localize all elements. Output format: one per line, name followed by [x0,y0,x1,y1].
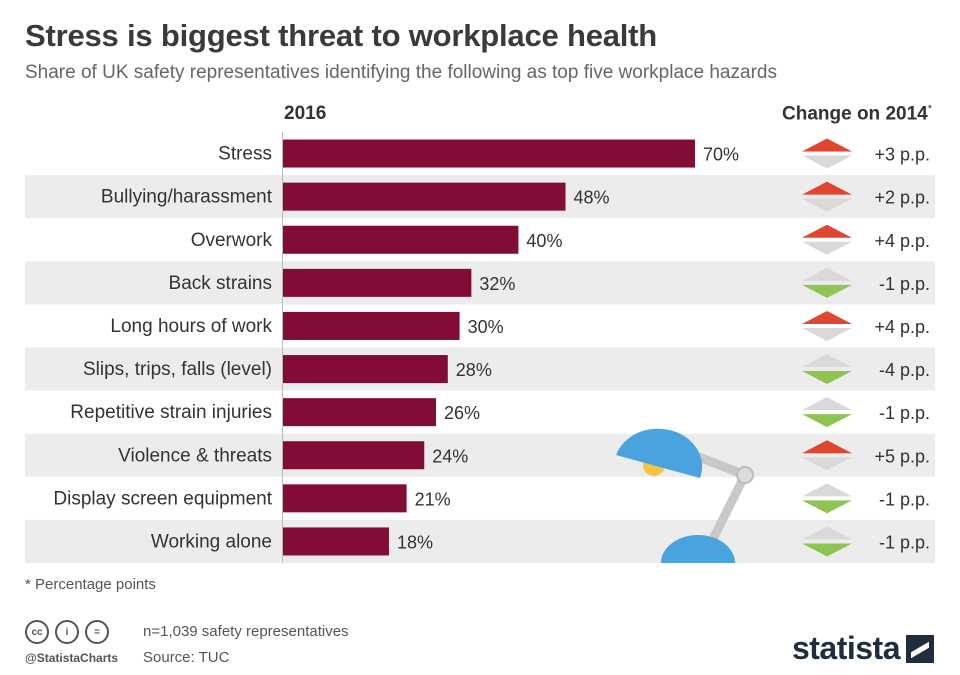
category-label: Repetitive strain injuries [70,402,272,423]
category-label: Stress [218,144,272,165]
change-up-arrow [802,526,852,540]
value-label: 32% [479,274,515,294]
change-down-arrow [802,198,852,212]
change-down-arrow [802,284,852,298]
attribution-icon: i [55,620,79,644]
change-up-arrow [802,483,852,497]
category-label: Overwork [191,230,273,251]
row-stripe [25,519,935,563]
category-label: Bullying/harassment [101,187,273,208]
sample-note: n=1,039 safety representatives [143,623,349,640]
year-header: 2016 [284,103,327,124]
change-down-arrow [802,327,852,341]
no-derivatives-icon: = [85,620,109,644]
bar [283,139,695,168]
category-label: Display screen equipment [53,488,272,509]
change-header-label: Change on 2014 [782,103,928,125]
row-stripe [25,433,935,477]
change-label: +3 p.p. [874,145,930,165]
change-label: +2 p.p. [874,188,930,208]
change-up-arrow [802,354,852,368]
bars: Stress 70% +3 p.p. Bullying/harassment 48% +2… [53,138,930,557]
bar [283,398,437,427]
change-label: +4 p.p. [874,317,930,337]
bar [283,484,407,513]
change-down-arrow [802,241,852,255]
row-stripes [25,175,935,563]
change-up-arrow [802,397,852,411]
change-up-arrow [802,138,852,152]
change-label: -1 p.p. [879,274,930,294]
change-down-arrow [802,371,852,385]
bar [283,355,448,384]
chart-title: Stress is biggest threat to workplace he… [25,18,658,53]
bar [283,268,472,297]
change-down-arrow [802,543,852,557]
value-label: 21% [415,489,451,509]
change-down-arrow [802,414,852,428]
change-up-arrow [802,440,852,454]
source: Source: TUC [143,649,230,666]
twitter-handle[interactable]: @StatistaCharts [25,651,119,665]
change-label: -1 p.p. [879,532,930,552]
row-stripe [25,347,935,391]
lamp-base [661,535,735,563]
bar [283,225,519,254]
change-down-arrow [802,457,852,471]
footnote: * Percentage points [25,576,156,593]
change-up-arrow [802,181,852,195]
change-up-arrow [802,310,852,324]
change-label: -4 p.p. [879,360,930,380]
value-label: 40% [526,231,562,251]
change-up-arrow [802,267,852,281]
change-label: +4 p.p. [874,231,930,251]
statista-mark-icon [906,634,934,663]
cc-license-icon: cc [25,620,49,644]
bar [283,527,389,556]
desk-lamp-illustration [616,428,754,563]
value-label: 24% [432,446,468,466]
lamp-joint [736,466,754,484]
license-icons: cc i = [25,620,109,644]
category-label: Long hours of work [110,316,272,337]
bar-chart: Stress 70% +3 p.p. Bullying/harassment 48% +2… [25,132,935,563]
category-label: Slips, trips, falls (level) [83,359,272,380]
change-label: +5 p.p. [874,446,930,466]
change-label: -1 p.p. [879,489,930,509]
bar [283,441,425,470]
value-label: 26% [444,403,480,423]
bar [283,311,460,340]
change-header: Change on 2014* [782,103,932,125]
change-down-arrow [802,155,852,169]
value-label: 18% [397,532,433,552]
chart-subtitle: Share of UK safety representatives ident… [25,62,777,83]
change-down-arrow [802,500,852,514]
value-label: 48% [574,188,610,208]
category-label: Violence & threats [118,445,272,466]
lamp-shade [616,428,703,478]
category-label: Working alone [151,531,272,552]
value-label: 70% [703,145,739,165]
change-header-mark: * [927,103,932,115]
statista-logo[interactable]: statista [792,630,934,667]
change-up-arrow [802,224,852,238]
value-label: 30% [468,317,504,337]
row-stripe [25,261,935,305]
brand-name: statista [791,630,901,666]
change-label: -1 p.p. [879,403,930,423]
bar [283,182,566,211]
value-label: 28% [456,360,492,380]
category-label: Back strains [169,273,272,294]
